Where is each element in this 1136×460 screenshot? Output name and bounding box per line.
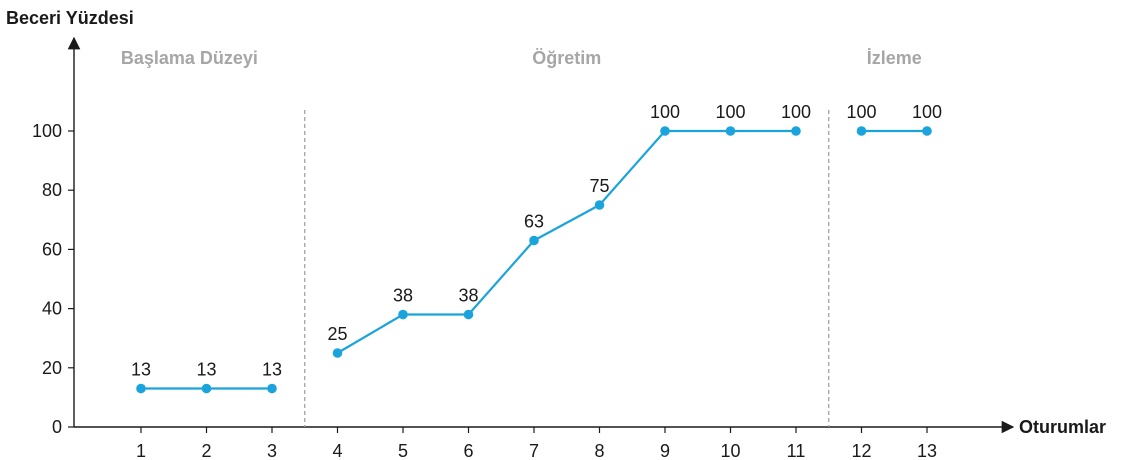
x-tick-label: 2 <box>201 441 211 460</box>
data-point <box>136 383 146 394</box>
y-axis-title: Beceri Yüzdesi <box>6 8 134 28</box>
data-point <box>529 235 539 246</box>
x-tick-label: 8 <box>594 441 604 460</box>
x-tick-label: 11 <box>787 441 806 460</box>
data-point <box>594 200 605 210</box>
series-segment <box>598 130 666 206</box>
data-label: 100 <box>781 102 811 122</box>
data-label: 38 <box>458 286 478 306</box>
x-tick-label: 3 <box>267 441 277 460</box>
data-label: 100 <box>715 102 745 122</box>
phase-label: Öğretim <box>532 48 601 68</box>
y-tick-label: 20 <box>42 358 62 378</box>
data-point <box>463 309 474 320</box>
data-point <box>398 309 408 320</box>
y-tick-label: 0 <box>52 417 62 437</box>
data-label: 63 <box>524 212 544 232</box>
series-segment <box>533 204 601 242</box>
data-point <box>856 126 867 136</box>
data-point <box>332 348 343 358</box>
data-label: 100 <box>846 102 876 122</box>
series-segment <box>336 313 404 354</box>
phase-label: Başlama Düzeyi <box>121 48 258 68</box>
x-tick-label: 1 <box>136 441 146 460</box>
data-label: 13 <box>196 360 216 380</box>
data-point <box>725 126 736 136</box>
x-tick-label: 13 <box>917 441 937 460</box>
x-tick-label: 6 <box>463 441 473 460</box>
data-point <box>791 126 801 136</box>
x-tick-label: 4 <box>332 441 342 460</box>
data-label: 38 <box>393 286 413 306</box>
data-point <box>660 126 670 136</box>
data-label: 13 <box>131 360 151 380</box>
data-label: 100 <box>912 102 942 122</box>
y-tick-label: 100 <box>32 121 62 141</box>
data-label-layer: 13 13 13 25 38 38 63 75 100 100 100 100 100 <box>131 102 942 380</box>
data-label: 13 <box>262 360 282 380</box>
data-point <box>267 383 277 394</box>
data-label: 75 <box>589 176 609 196</box>
x-tick-label: 10 <box>720 441 740 460</box>
phase-label: İzleme <box>867 48 922 68</box>
series-segment <box>467 239 535 316</box>
data-point <box>201 383 212 394</box>
y-tick-label: 80 <box>42 180 62 200</box>
data-point <box>922 126 932 136</box>
series-layer <box>136 126 932 394</box>
x-tick-label: 12 <box>851 441 871 460</box>
x-axis-title: Oturumlar <box>1019 417 1106 437</box>
data-label: 25 <box>327 324 347 344</box>
x-tick-label: 9 <box>660 441 670 460</box>
y-tick-label: 40 <box>42 299 62 319</box>
data-label: 100 <box>650 102 680 122</box>
x-tick-label: 5 <box>398 441 408 460</box>
x-tick-label: 7 <box>529 441 539 460</box>
phase-layer: Başlama Düzeyi Öğretim İzleme <box>121 48 922 427</box>
y-tick-label: 60 <box>42 239 62 259</box>
